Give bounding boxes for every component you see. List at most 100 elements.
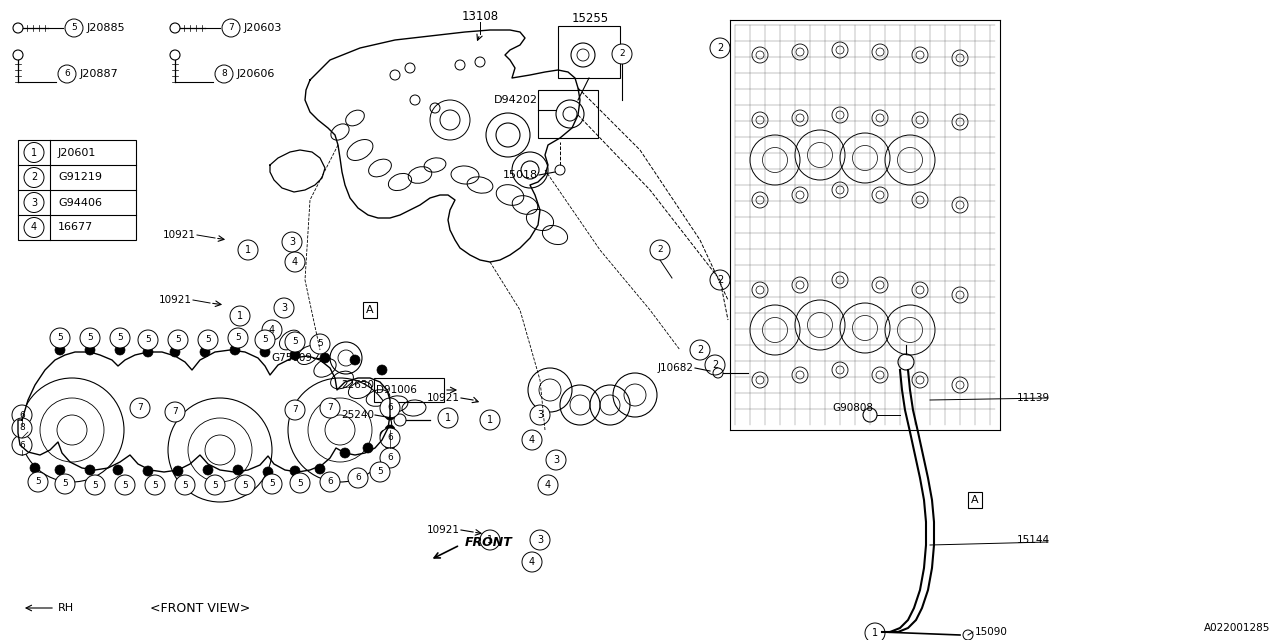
Circle shape [612, 44, 632, 64]
Text: 5: 5 [236, 333, 241, 342]
Circle shape [200, 347, 210, 357]
Circle shape [175, 475, 195, 495]
Text: J20887: J20887 [79, 69, 119, 79]
Circle shape [131, 398, 150, 418]
Text: 2: 2 [717, 275, 723, 285]
Circle shape [285, 252, 305, 272]
Text: 16677: 16677 [58, 223, 93, 232]
Bar [538, 90, 598, 138]
Circle shape [320, 472, 340, 492]
Text: A022001285: A022001285 [1203, 623, 1270, 633]
Text: 6: 6 [328, 477, 333, 486]
Text: 5: 5 [72, 24, 77, 33]
Circle shape [12, 405, 32, 425]
Circle shape [690, 340, 710, 360]
Text: G94406: G94406 [58, 198, 102, 207]
Circle shape [378, 365, 387, 375]
Text: 3: 3 [280, 303, 287, 313]
Circle shape [320, 353, 330, 363]
Circle shape [221, 19, 241, 37]
Text: 7: 7 [292, 406, 298, 415]
Text: 2: 2 [717, 43, 723, 53]
Text: 5: 5 [175, 335, 180, 344]
Circle shape [110, 328, 131, 348]
Circle shape [385, 440, 396, 450]
Circle shape [84, 345, 95, 355]
Text: 5: 5 [262, 335, 268, 344]
Circle shape [340, 448, 349, 458]
Circle shape [348, 468, 369, 488]
Text: 5: 5 [212, 481, 218, 490]
Text: 25240: 25240 [340, 410, 374, 420]
Circle shape [55, 345, 65, 355]
Text: 7: 7 [137, 403, 143, 413]
Text: 13108: 13108 [461, 10, 499, 22]
Circle shape [165, 402, 186, 422]
Circle shape [865, 623, 884, 640]
Circle shape [236, 475, 255, 495]
Circle shape [230, 345, 241, 355]
Circle shape [168, 330, 188, 350]
Circle shape [65, 19, 83, 37]
Text: J20603: J20603 [244, 23, 283, 33]
Circle shape [233, 465, 243, 475]
Circle shape [538, 475, 558, 495]
Circle shape [260, 347, 270, 357]
Text: J20606: J20606 [237, 69, 275, 79]
Circle shape [24, 193, 44, 212]
Text: 4: 4 [292, 257, 298, 267]
Text: 3: 3 [536, 410, 543, 420]
Circle shape [143, 466, 154, 476]
Circle shape [370, 462, 390, 482]
Text: 5: 5 [92, 481, 97, 490]
Circle shape [522, 552, 541, 572]
Text: 6: 6 [387, 403, 393, 413]
Circle shape [255, 330, 275, 350]
Text: 15090: 15090 [975, 627, 1007, 637]
Text: 15255: 15255 [571, 12, 608, 24]
Circle shape [24, 218, 44, 237]
Text: 3: 3 [31, 198, 37, 207]
Circle shape [138, 330, 157, 350]
Bar [18, 140, 136, 240]
Text: 5: 5 [297, 479, 303, 488]
Text: A: A [366, 305, 374, 315]
Text: D91006: D91006 [376, 385, 417, 395]
Text: 7: 7 [172, 408, 178, 417]
Circle shape [522, 430, 541, 450]
Circle shape [291, 466, 300, 476]
Circle shape [24, 143, 44, 163]
Circle shape [547, 450, 566, 470]
Circle shape [55, 474, 76, 494]
Circle shape [113, 465, 123, 475]
Circle shape [650, 240, 669, 260]
Text: 2: 2 [31, 173, 37, 182]
Circle shape [291, 350, 300, 360]
Circle shape [262, 474, 282, 494]
Text: 5: 5 [242, 481, 248, 490]
Text: 1: 1 [244, 245, 251, 255]
Circle shape [145, 475, 165, 495]
Circle shape [262, 467, 273, 477]
Text: J20885: J20885 [87, 23, 125, 33]
Text: 5: 5 [152, 481, 157, 490]
Text: 6: 6 [19, 410, 24, 419]
Circle shape [228, 328, 248, 348]
Circle shape [12, 435, 32, 455]
Circle shape [349, 355, 360, 365]
Text: 8: 8 [19, 424, 24, 433]
Text: FRONT: FRONT [465, 536, 513, 548]
Circle shape [380, 430, 390, 440]
Circle shape [29, 463, 40, 473]
Circle shape [28, 472, 49, 492]
Text: 4: 4 [269, 325, 275, 335]
Text: 5: 5 [378, 467, 383, 477]
Text: J20601: J20601 [58, 147, 96, 157]
Text: 2: 2 [620, 49, 625, 58]
Circle shape [282, 232, 302, 252]
Text: 15018: 15018 [503, 170, 538, 180]
Circle shape [380, 448, 399, 468]
Text: 5: 5 [205, 335, 211, 344]
Text: 11139: 11139 [1016, 393, 1050, 403]
Text: RH: RH [58, 603, 74, 613]
